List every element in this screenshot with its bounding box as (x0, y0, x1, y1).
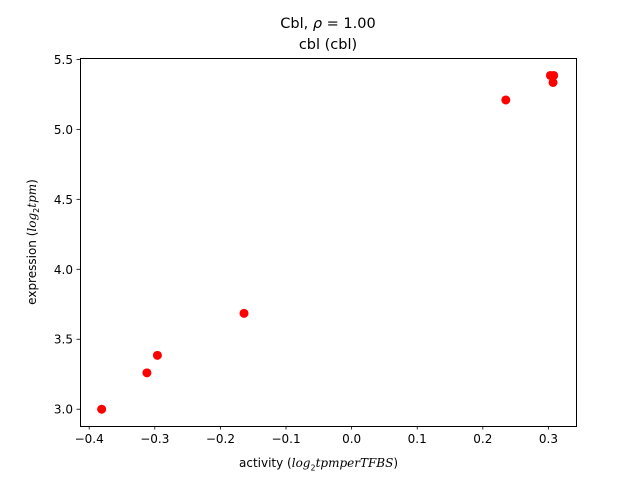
title-rho-value: = 1.00 (322, 16, 376, 32)
x-tick-label: 0.3 (539, 432, 558, 446)
x-label-prefix: activity ( (239, 456, 292, 470)
y-tick-label: 5.5 (54, 53, 73, 67)
axis-ticks: −0.4 −0.3 −0.2 −0.1 0.0 0.1 0.2 0.3 3.0 3.5 4.0 4.5… (54, 53, 558, 446)
x-tick-label: −0.3 (140, 432, 169, 446)
plot-frame (80, 58, 577, 427)
y-axis-label: expression (log2tpm) (25, 179, 41, 305)
data-point (549, 70, 559, 80)
x-tick-label: −0.2 (206, 432, 235, 446)
y-label-math-sub: 2 (32, 207, 42, 213)
data-points (97, 70, 559, 414)
y-tick-label: 5.0 (54, 123, 73, 137)
data-point (501, 95, 511, 105)
data-point (239, 308, 249, 318)
y-label-math-base: log (24, 212, 39, 232)
x-label-math-rest: tpmperTFBS (315, 456, 394, 470)
x-label-math-sub: 2 (310, 463, 316, 473)
y-label-math-rest: tpm (24, 183, 39, 208)
y-label-suffix: ) (24, 179, 39, 184)
chart-title-line2: cbl (cbl) (298, 37, 358, 53)
y-tick-label: 3.5 (54, 333, 73, 347)
y-label-prefix: expression ( (24, 231, 39, 305)
x-tick-label: −0.1 (271, 432, 300, 446)
y-tick-label: 4.5 (54, 193, 73, 207)
x-label-math-base: log (291, 456, 311, 470)
x-tick-label: −0.4 (75, 432, 104, 446)
x-tick-label: 0.2 (473, 432, 492, 446)
title-prefix: Cbl, (280, 16, 313, 32)
data-point (548, 77, 558, 87)
x-tick-label: 0.0 (342, 432, 361, 446)
data-point (97, 404, 107, 414)
title-rho-symbol: ρ (312, 16, 323, 32)
y-tick-label: 3.0 (54, 403, 73, 417)
x-label-suffix: ) (393, 456, 399, 470)
y-tick-label: 4.0 (54, 263, 73, 277)
chart-title-line1: Cbl, ρ = 1.00 (80, 16, 576, 32)
data-point (152, 350, 162, 360)
x-tick-label: 0.1 (408, 432, 427, 446)
data-point (142, 368, 152, 378)
x-axis-label: activity (log2tpmperTFBS) (239, 456, 398, 472)
